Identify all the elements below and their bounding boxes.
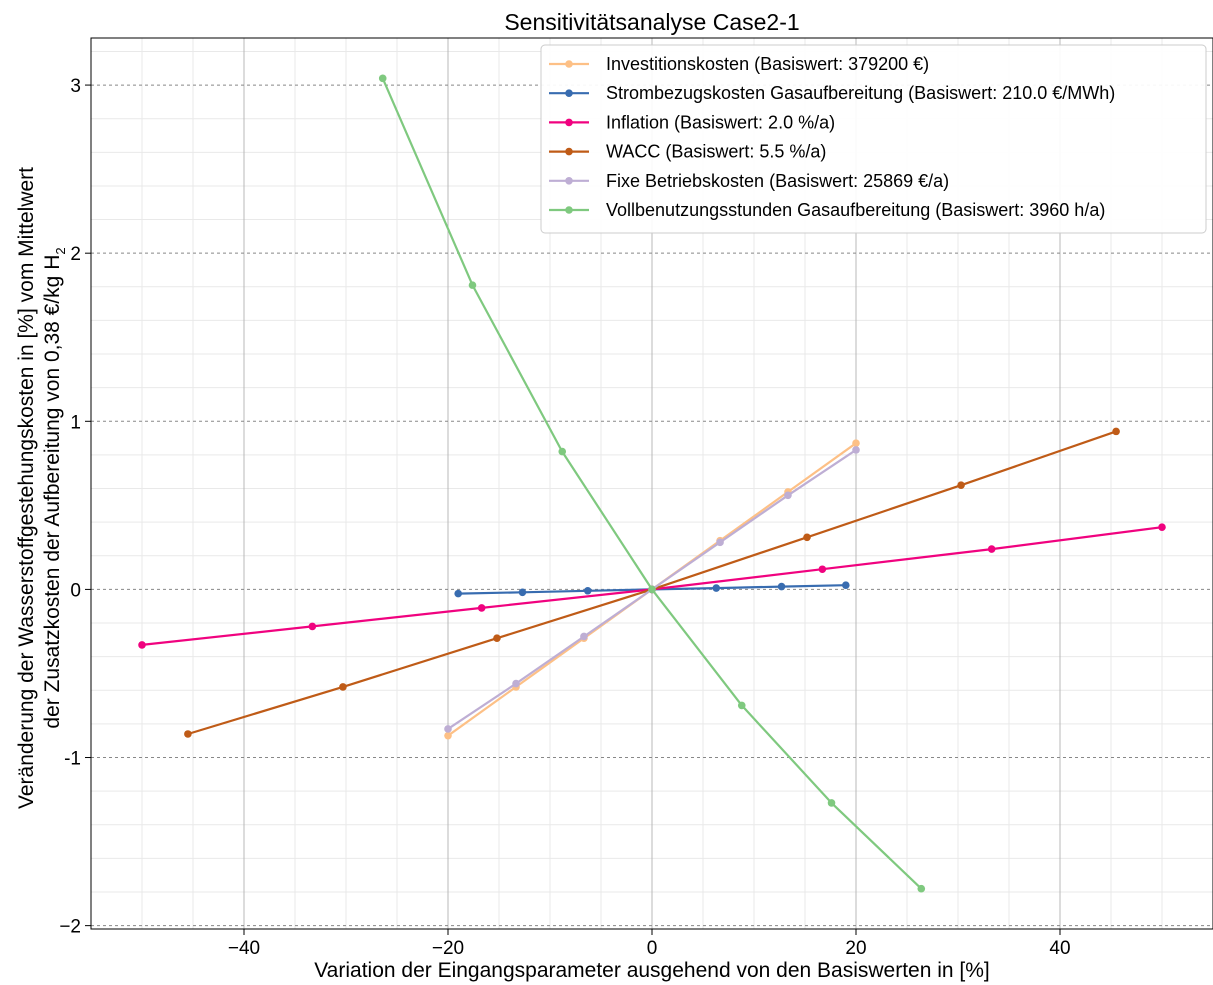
- data-point: [378, 74, 387, 83]
- y-tick-label: -1: [64, 749, 81, 770]
- data-point: [852, 439, 860, 447]
- data-point: [784, 491, 792, 500]
- data-point: [827, 799, 836, 807]
- legend-items: Investitionskosten (Basiswert: 379200 €)…: [549, 54, 1115, 220]
- legend-label: Investitionskosten (Basiswert: 379200 €): [606, 54, 929, 74]
- data-point: [1158, 523, 1166, 532]
- x-tick-label: 0: [647, 938, 658, 959]
- y-tick-label: 3: [70, 76, 81, 97]
- data-point: [444, 731, 452, 740]
- legend-box: [540, 44, 1207, 234]
- y-axis-title-line2: der Zusatzkosten der Aufbereitung von 0,…: [41, 247, 68, 728]
- data-point: [518, 588, 527, 597]
- data-point: [842, 581, 850, 590]
- data-point: [339, 683, 347, 691]
- legend-label: Strombezugskosten Gasaufbereitung (Basis…: [606, 83, 1115, 103]
- data-point: [444, 725, 452, 733]
- data-point: [558, 447, 567, 456]
- data-point: [917, 884, 926, 893]
- y-axis-title-line1: Veränderung der Wasserstoffgestehungskos…: [15, 167, 38, 809]
- legend-item: Vollbenutzungsstunden Gasaufbereitung (B…: [549, 200, 1105, 220]
- axis-ticks: −40 −20 0 20 40 −2 -1 0 1 2 3: [59, 76, 1070, 959]
- data-point: [818, 565, 827, 574]
- data-point: [512, 679, 520, 688]
- y-axis-title-line2-main: der Zusatzkosten der Aufbereitung von 0,…: [41, 255, 64, 729]
- data-point: [737, 701, 746, 710]
- x-axis-title: Variation der Eingangsparameter ausgehen…: [314, 959, 990, 982]
- data-point: [454, 589, 463, 598]
- data-point: [716, 538, 724, 547]
- data-point: [580, 632, 588, 641]
- x-tick-label: 20: [845, 938, 866, 959]
- legend: Investitionskosten (Basiswert: 379200 €)…: [540, 44, 1207, 234]
- y-axis-title-subscript: 2: [53, 247, 68, 254]
- legend-label: Inflation (Basiswert: 2.0 %/a): [606, 112, 835, 132]
- y-tick-label: 1: [70, 412, 81, 433]
- legend-swatch-marker: [565, 177, 573, 185]
- series: [378, 74, 926, 893]
- data-point: [138, 641, 146, 649]
- x-tick-label: −40: [228, 938, 260, 959]
- data-point: [1112, 427, 1120, 436]
- series-layer: [138, 74, 1166, 893]
- chart-title: Sensitivitätsanalyse Case2-1: [504, 9, 799, 35]
- x-tick-label: 40: [1049, 938, 1070, 959]
- data-point: [477, 604, 486, 612]
- legend-label: WACC (Basiswert: 5.5 %/a): [606, 142, 826, 162]
- data-point: [468, 281, 477, 289]
- legend-swatch-marker: [565, 147, 573, 156]
- data-point: [803, 533, 811, 542]
- y-tick-label: 0: [70, 580, 81, 601]
- data-point: [308, 622, 317, 631]
- x-tick-label: −20: [432, 938, 464, 959]
- y-tick-label: 2: [70, 244, 81, 265]
- legend-swatch-marker: [565, 60, 573, 68]
- data-point: [648, 585, 656, 594]
- data-point: [712, 584, 721, 592]
- data-point: [957, 481, 965, 489]
- legend-item: Inflation (Basiswert: 2.0 %/a): [549, 112, 835, 132]
- data-point: [852, 446, 860, 454]
- legend-swatch-marker: [565, 118, 573, 127]
- legend-item: Investitionskosten (Basiswert: 379200 €): [549, 54, 929, 74]
- legend-item: WACC (Basiswert: 5.5 %/a): [549, 142, 826, 162]
- data-point: [987, 545, 996, 553]
- legend-label: Vollbenutzungsstunden Gasaufbereitung (B…: [606, 200, 1105, 220]
- legend-swatch-marker: [565, 89, 573, 97]
- y-axis-title: Veränderung der Wasserstoffgestehungskos…: [15, 167, 68, 809]
- data-point: [583, 586, 592, 595]
- data-point: [184, 730, 192, 738]
- legend-label: Fixe Betriebskosten (Basiswert: 25869 €/…: [606, 171, 949, 191]
- legend-item: Strombezugskosten Gasaufbereitung (Basis…: [549, 83, 1115, 103]
- data-point: [777, 582, 786, 591]
- data-point: [493, 634, 501, 642]
- y-tick-label: −2: [59, 917, 81, 938]
- legend-swatch-marker: [565, 206, 573, 214]
- legend-item: Fixe Betriebskosten (Basiswert: 25869 €/…: [549, 171, 949, 191]
